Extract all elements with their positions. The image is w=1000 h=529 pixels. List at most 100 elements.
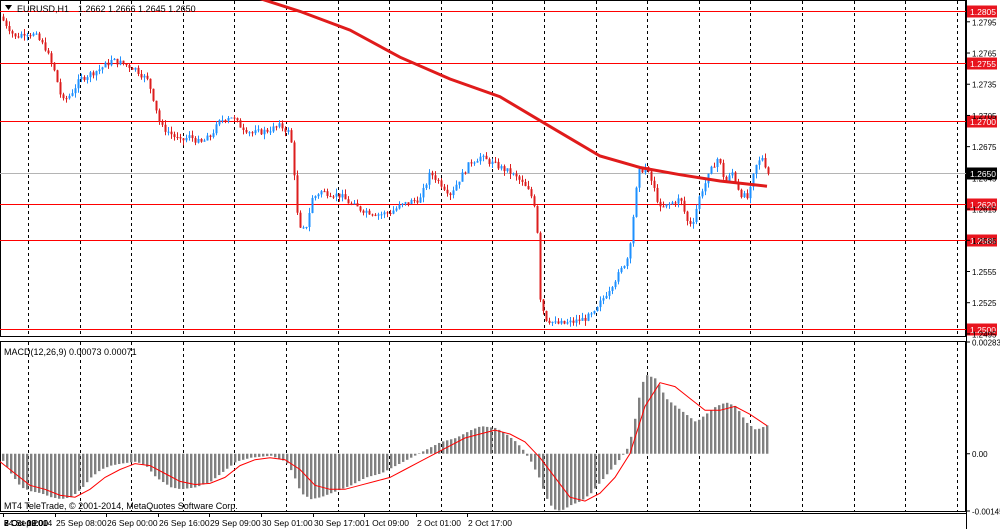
histogram-bar: [326, 453, 329, 495]
candle-body: [566, 322, 569, 324]
histogram-bar: [550, 453, 553, 506]
level-label: 1.2805: [970, 7, 996, 17]
candle-body: [581, 317, 584, 321]
histogram-bar: [466, 432, 469, 454]
candle-body: [14, 33, 17, 37]
histogram-bar: [722, 403, 725, 454]
candle-body: [218, 120, 221, 125]
candle-body: [620, 267, 623, 273]
histogram-bar: [702, 416, 705, 454]
candle-body: [131, 67, 134, 70]
candle-body: [692, 221, 695, 224]
level-badge: [967, 115, 997, 128]
histogram-bar: [30, 453, 33, 492]
histogram-bar: [422, 451, 425, 454]
macd-pane[interactable]: MACD(12,26,9) 0.00073 0.00071 MT4 TeleTr…: [0, 341, 966, 512]
histogram-bar: [622, 453, 625, 455]
candle-body: [509, 168, 512, 174]
candle-body: [26, 35, 29, 37]
symbol-menu-icon[interactable]: [5, 5, 12, 10]
candle-body: [392, 210, 395, 214]
level-label: 1.2700: [970, 117, 996, 127]
histogram-bar: [178, 453, 181, 489]
candle-body: [680, 198, 683, 201]
histogram-bar: [514, 441, 517, 454]
time-axis[interactable]: 24 Sep 2014 25 Sep 08:00 26 Sep 00:00 26 Se…: [3, 513, 513, 528]
candle-body: [728, 175, 731, 182]
candle-body: [128, 65, 131, 68]
candle-body: [254, 130, 257, 134]
histogram-bar: [742, 417, 745, 454]
histogram-bar: [298, 453, 301, 489]
price-pane[interactable]: EURUSD,H1 1.2662 1.2666 1.2645 1.2650: [0, 0, 966, 337]
histogram-bar: [710, 410, 713, 454]
candle-body: [353, 203, 356, 205]
candle-body: [113, 58, 116, 60]
histogram-bar: [478, 426, 481, 454]
time-label: 6 Oct 18:00: [4, 518, 48, 528]
candle-body: [671, 202, 674, 204]
candle-body: [431, 172, 434, 176]
candle-body: [554, 321, 557, 323]
candle-body: [398, 204, 401, 209]
histogram-bar: [2, 453, 5, 461]
candle-body: [638, 168, 641, 188]
histogram-bar: [630, 436, 633, 454]
candle-body: [137, 67, 140, 74]
candle-body: [461, 172, 464, 182]
candle-body: [260, 129, 263, 135]
price-axis[interactable]: 1.2805 1.2755 1.2700 1.2620 1.2585 1.2500 1.27…: [966, 0, 997, 529]
candle-body: [500, 166, 503, 169]
horizontal-levels[interactable]: [0, 11, 966, 330]
candle-body: [650, 171, 653, 181]
level-badge: [967, 234, 997, 247]
histogram-bar: [570, 453, 573, 506]
histogram-bar: [46, 453, 49, 496]
histogram-bar: [498, 429, 501, 454]
candle-body: [395, 208, 398, 211]
histogram-bar: [126, 453, 129, 463]
candle-body: [32, 33, 35, 36]
price-tick-label: 1.2585: [972, 237, 997, 246]
candle-body: [476, 161, 479, 163]
macd-axis[interactable]: 0.00283 0.00 -0.00145: [966, 339, 1000, 517]
histogram-bar: [314, 453, 317, 499]
histogram-bar: [610, 453, 613, 470]
candle-body: [530, 189, 533, 197]
histogram-bar: [614, 453, 617, 465]
histogram-bar: [586, 453, 589, 497]
candle-body: [80, 76, 83, 80]
candle-body: [605, 295, 608, 299]
macd-histogram: [2, 375, 769, 511]
candle-body: [521, 179, 524, 182]
candle-body: [674, 202, 677, 204]
histogram-bar: [362, 453, 365, 480]
candle-body: [701, 191, 704, 197]
candle-body: [401, 203, 404, 205]
candle-body: [38, 33, 41, 41]
histogram-bar: [578, 453, 581, 502]
histogram-bar: [190, 453, 193, 488]
histogram-bar: [14, 453, 17, 480]
price-tick-label: 1.2765: [972, 50, 997, 59]
time-label: 1 Oct 09:00: [365, 518, 409, 528]
candle-body: [290, 130, 293, 143]
candle-body: [617, 272, 620, 282]
candle-body: [191, 135, 194, 139]
symbol-label: EURUSD,H1: [17, 4, 69, 14]
candle-body: [116, 58, 119, 65]
candle-body: [533, 196, 536, 207]
histogram-bar: [754, 429, 757, 454]
histogram-bar: [398, 453, 401, 465]
price-tick-label: 1.2525: [972, 299, 997, 308]
histogram-bar: [306, 453, 309, 497]
candle-body: [371, 214, 374, 216]
histogram-bar: [318, 453, 321, 498]
candle-body: [365, 210, 368, 213]
histogram-bar: [74, 453, 77, 495]
candle-body: [716, 158, 719, 168]
time-label: 8 Oct 02:00: [4, 518, 48, 528]
candle-body: [320, 191, 323, 195]
candle-body: [275, 126, 278, 128]
